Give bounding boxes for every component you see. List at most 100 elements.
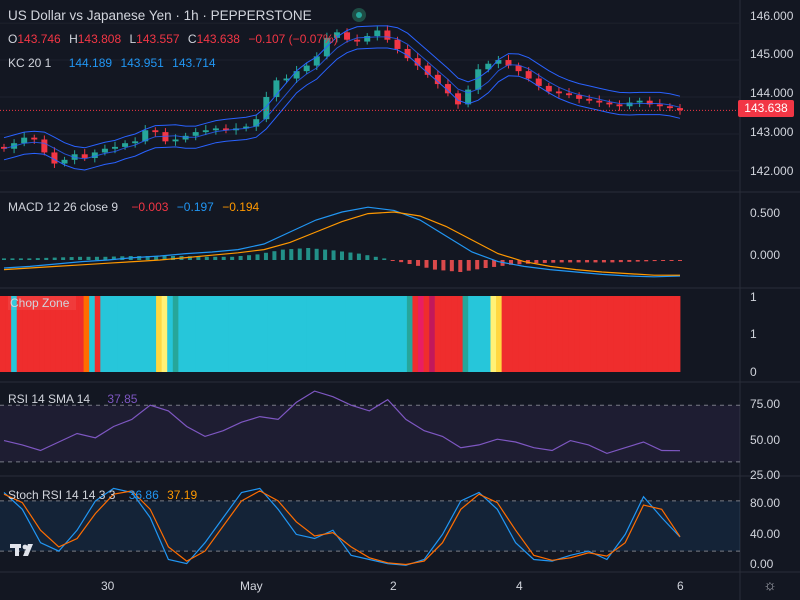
chop-zone-bar (484, 296, 491, 372)
chop-zone-bar (111, 296, 118, 372)
ohlc-row: O143.746 H143.808 L143.557 C143.638 −0.1… (8, 32, 343, 46)
chop-zone-bar (440, 296, 447, 372)
chop-zone-bar (590, 296, 597, 372)
kc-upper-band (3, 25, 681, 149)
candle-body (21, 137, 28, 144)
macd-histogram-bar (61, 257, 66, 260)
chop-zone-bar (635, 296, 642, 372)
candle-body (81, 154, 88, 158)
macd-histogram-bar (373, 256, 378, 260)
stoch-d-value: 37.19 (167, 488, 198, 502)
candle-body (253, 119, 260, 127)
stoch-tick-80: 80.00 (750, 496, 781, 510)
chop-zone-bar (16, 296, 23, 372)
candle-body (677, 108, 683, 111)
chop-zone-bar (273, 296, 280, 372)
chop-zone-bar (384, 296, 391, 372)
chop-zone-bar (434, 296, 441, 372)
chop-zone-bar (295, 296, 302, 372)
chop-zone-bar (574, 296, 581, 372)
chop-zone-bar (328, 296, 335, 372)
chop-zone-bar (652, 296, 659, 372)
chop-zone-bar (195, 296, 202, 372)
chop-legend[interactable]: Chop Zone (8, 296, 77, 310)
macd-histogram-bar (272, 251, 277, 260)
chop-zone-bar (183, 296, 190, 372)
chop-zone-bar (105, 296, 112, 372)
chop-tick-mid: 1 (750, 327, 757, 341)
chop-zone-bar (401, 296, 408, 372)
time-tick-4: 4 (516, 579, 523, 593)
macd-histogram-bar (432, 260, 437, 270)
macd-histogram-bar (652, 260, 657, 262)
macd-histogram-bar (449, 260, 454, 272)
kc-upper-value: 144.189 (68, 56, 113, 70)
macd-histogram-bar (610, 260, 615, 263)
ohlc-change: −0.107 (−0.07%) (248, 32, 338, 46)
price-tick-143: 143.000 (750, 125, 794, 139)
macd-histogram-bar (661, 260, 666, 261)
macd-histogram-bar (69, 257, 74, 260)
chop-zone-bar (356, 296, 363, 372)
macd-histogram-bar (517, 260, 522, 265)
macd-histogram-bar (306, 248, 311, 260)
chop-zone-bar (663, 296, 670, 372)
market-status-icon[interactable] (352, 8, 366, 22)
macd-legend[interactable]: MACD 12 26 close 9 −0.003 −0.197 −0.194 (8, 200, 264, 214)
ohlc-close: 143.638 (196, 32, 240, 46)
chop-zone-bar (629, 296, 636, 372)
chop-zone-bar (379, 296, 385, 372)
candle-body (465, 89, 472, 105)
ohlc-open: 143.746 (17, 32, 61, 46)
candle-body (101, 148, 108, 153)
macd-histogram-bar (297, 248, 302, 260)
chop-zone-bar (156, 296, 163, 372)
chop-zone-bar (529, 296, 536, 372)
chop-zone-bar (222, 296, 229, 372)
macd-histogram-bar (542, 260, 547, 263)
macd-histogram-bar (221, 256, 226, 260)
candle-body (434, 74, 441, 85)
chop-zone-bar (640, 296, 647, 372)
chop-zone-bar (557, 296, 564, 372)
candle-body (172, 139, 179, 142)
kc-legend[interactable]: KC 20 1 144.189 143.951 143.714 (8, 56, 221, 70)
chop-zone-bar (50, 296, 57, 372)
chop-zone-bar (551, 296, 558, 372)
chop-zone-bar (323, 296, 330, 372)
candle-body (91, 152, 98, 158)
chop-zone-bar (78, 296, 85, 372)
stoch-band-fill (0, 500, 740, 552)
macd-histogram-bar (618, 260, 623, 263)
candle-body (142, 130, 149, 142)
chop-zone-bar (206, 296, 213, 372)
candle-body (596, 100, 603, 103)
chop-zone-bar (546, 296, 553, 372)
candle-body (283, 78, 290, 81)
rsi-legend[interactable]: RSI 14 SMA 14 37.85 (8, 392, 142, 406)
chop-zone-bar (445, 296, 452, 372)
kc-basis-line (3, 36, 681, 160)
chop-zone-bar (507, 296, 514, 372)
candle-body (364, 36, 371, 42)
candle-body (293, 71, 300, 79)
stoch-legend[interactable]: Stoch RSI 14 14 3 3 36.86 37.19 (8, 488, 202, 502)
settings-gear-icon[interactable]: ☼ (763, 577, 777, 594)
chop-zone-bar (568, 296, 575, 372)
macd-histogram-bar (365, 255, 370, 260)
chop-zone-bar (429, 296, 436, 372)
macd-histogram-bar (483, 260, 488, 268)
chop-zone-bar (490, 296, 497, 372)
macd-histogram-bar (196, 256, 201, 260)
stoch-tick-40: 40.00 (750, 527, 781, 541)
macd-histogram-bar (644, 260, 649, 262)
chop-zone-bar (66, 296, 73, 372)
candle-body (313, 56, 320, 66)
chop-zone-bar (150, 296, 157, 372)
macd-histogram-bar (280, 249, 285, 260)
chop-zone-bar (83, 296, 90, 372)
chop-zone-bar (11, 296, 18, 372)
chop-zone-bar (289, 296, 296, 372)
macd-histogram-bar (230, 256, 235, 260)
